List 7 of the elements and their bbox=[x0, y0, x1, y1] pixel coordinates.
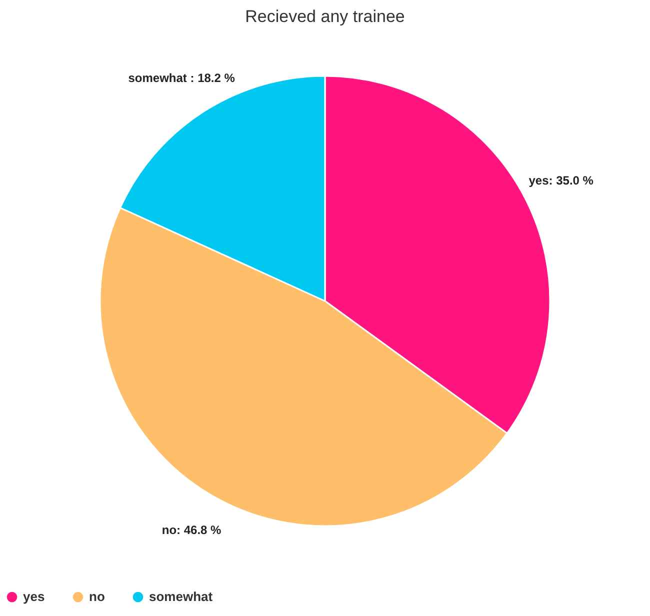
legend-label: somewhat bbox=[149, 589, 214, 604]
data-label: somewhat : 18.2 % bbox=[128, 71, 236, 86]
data-label: yes: 35.0 % bbox=[528, 174, 594, 188]
chart-title: Recieved any trainee bbox=[245, 7, 405, 26]
legend-label: no bbox=[89, 589, 105, 604]
legend-label: yes bbox=[23, 589, 45, 604]
data-label: no: 46.8 % bbox=[162, 522, 222, 537]
